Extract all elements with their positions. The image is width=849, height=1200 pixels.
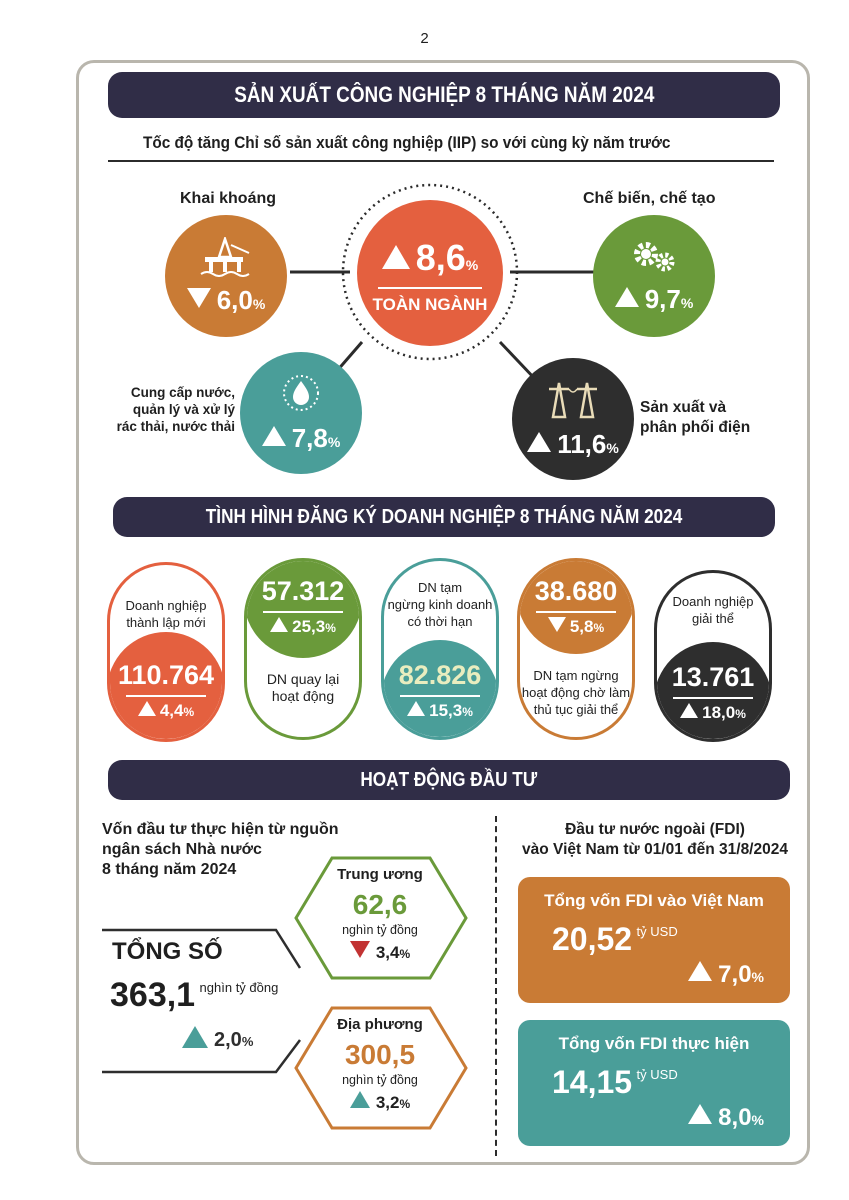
fdi-heading: Đầu tư nước ngoài (FDI) vào Việt Nam từ …	[522, 821, 788, 858]
mining-circle: 6,0%	[165, 215, 287, 337]
page-number: 2	[420, 30, 429, 47]
total-pct: 2,0%	[182, 1026, 253, 1052]
gears-icon	[634, 241, 675, 271]
new-enterprises-pill: Doanh nghiệp thành lập mới 110.764 4,4%	[107, 562, 225, 742]
section-investment-banner: HOẠT ĐỘNG ĐẦU TƯ	[108, 760, 790, 800]
central-unit: nghìn tỷ đồng	[342, 923, 418, 937]
up-triangle-icon	[261, 425, 286, 446]
electricity-circle: 11,6%	[512, 358, 634, 480]
central-pct: 3,4%	[310, 941, 450, 963]
section-investment-title: HOẠT ĐỘNG ĐẦU TƯ	[360, 769, 538, 791]
iip-subtitle: Tốc độ tăng Chỉ số sản xuất công nghiệp …	[143, 134, 671, 152]
awaiting-dissolution-label: DN tạm ngừng hoạt động chờ làm thủ tục giả…	[521, 668, 631, 717]
fdi-disbursed-box: Tổng vốn FDI thực hiện 14,15 tỷ USD 8,0%	[518, 1020, 790, 1146]
suspended-enterprises-value: 82.826	[398, 660, 482, 690]
mining-value: 6,0%	[186, 285, 265, 316]
new-enterprises-value: 110.764	[117, 660, 215, 690]
fdi-registered-amount: 20,52 tỷ USD	[552, 921, 678, 957]
new-enterprises-pct: 4,4%	[110, 701, 222, 721]
electricity-label: Sản xuất và phân phối điện	[640, 399, 751, 436]
fdi-disbursed-pct: 8,0%	[688, 1104, 764, 1132]
awaiting-dissolution-pct: 5,8%	[520, 617, 632, 637]
power-tower-icon	[549, 382, 597, 418]
up-triangle-icon	[407, 701, 426, 716]
section-industry-title: SẢN XUẤT CÔNG NGHIỆP 8 THÁNG NĂM 2024	[233, 82, 655, 107]
dissolved-enterprises-pct: 18,0%	[657, 703, 769, 723]
up-triangle-icon	[182, 1026, 208, 1048]
fdi-registered-box: Tổng vốn FDI vào Việt Nam 20,52 tỷ USD 7…	[518, 877, 790, 1003]
page-frame	[76, 60, 810, 1165]
dissolved-enterprises-pill: Doanh nghiệp giải thể 13.761 18,0%	[654, 570, 772, 742]
manufacturing-label: Chế biến, chế tạo	[583, 190, 716, 207]
water-circle: 7,8%	[240, 352, 362, 474]
fdi-disbursed-label: Tổng vốn FDI thực hiện	[558, 1034, 750, 1053]
returned-enterprises-fill: 57.312 25,3%	[247, 561, 359, 658]
suspended-enterprises-fill: 82.826 15,3%	[384, 640, 496, 737]
up-triangle-icon	[688, 1104, 713, 1124]
central-label: Trung ương	[337, 866, 423, 883]
total-industry-label: TOÀN NGÀNH	[372, 295, 488, 314]
up-triangle-icon	[688, 961, 713, 981]
dissolved-enterprises-fill: 13.761 18,0%	[657, 642, 769, 739]
subtitle-rule	[108, 160, 774, 162]
mining-label: Khai khoáng	[180, 190, 277, 207]
investment-divider	[495, 816, 497, 1156]
water-value: 7,8%	[261, 423, 340, 454]
water-drop-icon	[283, 374, 319, 411]
up-triangle-icon	[381, 245, 410, 269]
fdi-disbursed-amount: 14,15 tỷ USD	[552, 1064, 678, 1100]
section-industry-banner: SẢN XUẤT CÔNG NGHIỆP 8 THÁNG NĂM 2024	[108, 72, 780, 118]
manufacturing-value: 9,7%	[614, 284, 693, 315]
returned-enterprises-value: 57.312	[261, 576, 345, 606]
total-industry-circle: 8,6% TOÀN NGÀNH	[357, 200, 503, 346]
suspended-enterprises-pct: 15,3%	[384, 701, 496, 721]
total-unit: nghìn tỷ đồng	[199, 980, 279, 995]
electricity-value: 11,6%	[527, 429, 619, 460]
manufacturing-circle: 9,7%	[593, 215, 715, 337]
up-triangle-icon	[137, 701, 156, 716]
dissolved-enterprises-label: Doanh nghiệp giải thể	[672, 594, 754, 626]
down-triangle-icon	[349, 941, 370, 958]
central-budget: Trung ương 62,6 nghìn tỷ đồng 3,4%	[310, 866, 450, 963]
up-triangle-icon	[680, 703, 699, 718]
returned-enterprises-pill: 57.312 25,3% DN quay lại hoạt động	[244, 558, 362, 740]
center-divider	[378, 287, 482, 289]
total-value-row: 363,1 nghìn tỷ đồng	[110, 976, 278, 1015]
new-enterprises-fill: 110.764 4,4%	[110, 632, 222, 739]
returned-enterprises-label: DN quay lại hoạt động	[266, 671, 340, 704]
budget-heading: Vốn đầu tư thực hiện từ nguồn ngân sách …	[102, 821, 339, 878]
local-value: 300,5	[344, 1039, 416, 1070]
local-label: Địa phương	[337, 1016, 423, 1033]
down-triangle-icon	[186, 287, 211, 308]
new-enterprises-label: Doanh nghiệp thành lập mới	[125, 598, 207, 630]
total-value: 363,1	[110, 976, 196, 1014]
local-budget: Địa phương 300,5 nghìn tỷ đồng 3,2%	[310, 1016, 450, 1113]
water-label: Cung cấp nước, quản lý và xử lý rác thải…	[116, 385, 235, 434]
oil-rig-icon	[200, 236, 250, 277]
local-unit: nghìn tỷ đồng	[342, 1073, 418, 1087]
total-industry-value: 8,6%	[381, 237, 478, 279]
up-triangle-icon	[349, 1091, 370, 1108]
up-triangle-icon	[527, 431, 552, 452]
section-business-title: TÌNH HÌNH ĐĂNG KÝ DOANH NGHIỆP 8 THÁNG N…	[205, 506, 683, 528]
suspended-enterprises-label: DN tạm ngừng kinh doanh có thời hạn	[387, 580, 493, 629]
total-label: TỔNG SỐ	[112, 938, 223, 965]
fdi-registered-label: Tổng vốn FDI vào Việt Nam	[544, 891, 764, 910]
section-business-banner: TÌNH HÌNH ĐĂNG KÝ DOANH NGHIỆP 8 THÁNG N…	[113, 497, 775, 537]
returned-enterprises-pct: 25,3%	[247, 617, 359, 637]
fdi-registered-pct: 7,0%	[688, 961, 764, 989]
up-triangle-icon	[270, 617, 289, 632]
suspended-enterprises-pill: DN tạm ngừng kinh doanh có thời hạn 82.826…	[381, 558, 499, 740]
awaiting-dissolution-pill: 38.680 5,8% DN tạm ngừng hoạt động chờ là…	[517, 558, 635, 740]
up-triangle-icon	[614, 286, 639, 307]
awaiting-dissolution-fill: 38.680 5,8%	[520, 561, 632, 654]
dissolved-enterprises-value: 13.761	[671, 662, 755, 692]
central-value: 62,6	[352, 889, 408, 920]
awaiting-dissolution-value: 38.680	[534, 576, 618, 606]
down-triangle-icon	[547, 617, 566, 632]
local-pct: 3,2%	[310, 1091, 450, 1113]
